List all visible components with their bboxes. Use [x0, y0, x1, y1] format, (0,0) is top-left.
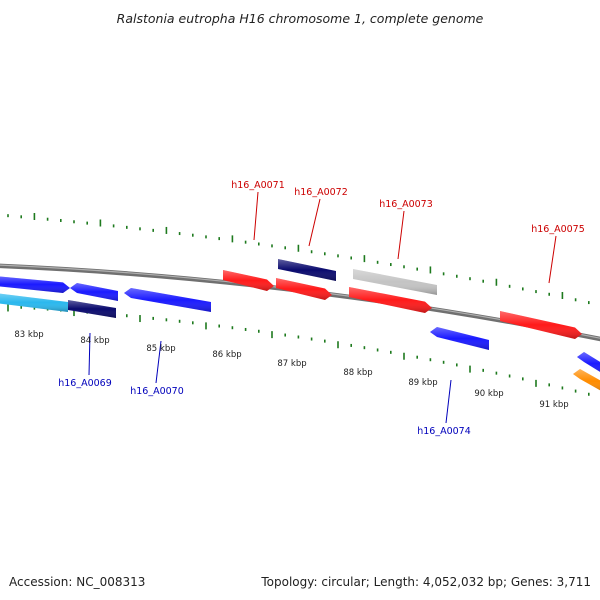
gene-label-h16-a0074[interactable]: h16_A0074 [417, 426, 471, 437]
kbp-labels: 83 kbp 84 kbp 85 kbp 86 kbp 87 kbp 88 kb… [14, 330, 568, 410]
kbp-label: 85 kbp [146, 344, 175, 354]
gene-feature-shading [0, 276, 70, 293]
inner-tick-track [7, 304, 590, 396]
gene-features [0, 259, 600, 391]
label-connector [445, 379, 452, 424]
label-connector [155, 340, 162, 384]
accession-text: Accession: NC_008313 [9, 575, 145, 589]
gene-feature-shading [349, 287, 432, 313]
gene-feature-shading [0, 293, 68, 312]
gene-label-h16-a0073[interactable]: h16_A0073 [379, 199, 433, 210]
gene-feature-shading [124, 288, 211, 312]
gene-label-connectors [88, 191, 557, 424]
gene-feature-shading [577, 352, 600, 372]
label-connector [397, 210, 405, 260]
gene-feature-shading [430, 327, 489, 350]
kbp-label: 91 kbp [539, 400, 568, 410]
outer-tick-track [7, 212, 590, 305]
label-connector [253, 191, 259, 241]
label-connector [88, 332, 91, 376]
gene-label-h16-a0070[interactable]: h16_A0070 [130, 386, 184, 397]
gene-label-h16-a0075[interactable]: h16_A0075 [531, 224, 585, 235]
genome-backbone [0, 263, 600, 342]
gene-label-h16-a0072[interactable]: h16_A0072 [294, 187, 348, 198]
gene-label-h16-a0069[interactable]: h16_A0069 [58, 378, 112, 389]
kbp-label: 84 kbp [80, 336, 109, 346]
gene-feature-shading [573, 369, 600, 391]
label-connector [548, 235, 557, 284]
gene-feature-shading [70, 283, 118, 301]
gene-label-h16-a0071[interactable]: h16_A0071 [231, 180, 285, 191]
kbp-label: 90 kbp [474, 389, 503, 399]
kbp-label: 83 kbp [14, 330, 43, 340]
genome-summary-text: Topology: circular; Length: 4,052,032 bp… [260, 575, 591, 589]
gene-feature-shading [500, 311, 582, 339]
gene-feature-shading [68, 300, 116, 318]
gene-labels: h16_A0071 h16_A0072 h16_A0073 h16_A0075 … [58, 180, 585, 437]
label-connector [308, 198, 321, 247]
kbp-label: 86 kbp [212, 350, 241, 360]
gene-feature-shading [223, 270, 274, 291]
map-title: Ralstonia eutropha H16 chromosome 1, com… [117, 11, 484, 26]
kbp-label: 87 kbp [277, 359, 306, 369]
gene-feature-shading [276, 278, 332, 300]
kbp-label: 88 kbp [343, 368, 372, 378]
gene-feature-shading [278, 259, 336, 281]
kbp-label: 89 kbp [408, 378, 437, 388]
gene-feature-shading [353, 269, 437, 295]
